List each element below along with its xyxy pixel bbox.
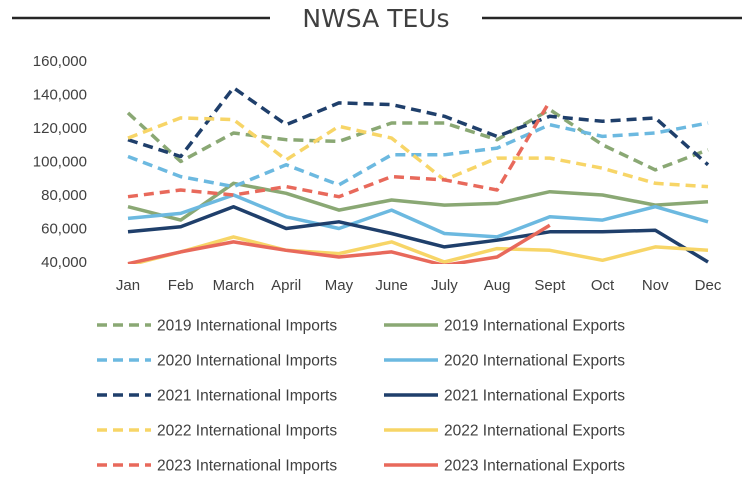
series-group	[126, 86, 710, 264]
series-line-2019-international-exports	[127, 181, 709, 222]
y-axis: 40,000 60,000 80,000 100,000 120,000 140,000 1…	[33, 53, 87, 271]
x-tick-label: May	[325, 277, 354, 294]
x-tick-label: Nov	[642, 277, 669, 294]
legend-label: 2023 International Imports	[157, 458, 337, 475]
chart-title: NWSA TEUs	[302, 4, 449, 33]
series-line-2022-international-exports	[127, 235, 709, 264]
legend-label: 2020 International Exports	[444, 353, 625, 370]
y-tick-label: 60,000	[41, 221, 87, 238]
y-tick-label: 100,000	[33, 154, 87, 171]
legend-label: 2022 International Imports	[157, 423, 337, 440]
legend-label: 2021 International Imports	[157, 388, 337, 405]
legend-label: 2021 International Exports	[444, 388, 625, 405]
x-tick-label: Jan	[116, 277, 140, 294]
x-tick-label: June	[375, 277, 408, 294]
legend-label: 2022 International Exports	[444, 423, 625, 440]
y-tick-label: 160,000	[33, 53, 87, 70]
legend: 2019 International Imports 2019 Internati…	[97, 318, 625, 475]
x-axis: Jan Feb March April May June July Aug Sept Oct Nov…	[116, 277, 722, 294]
y-tick-label: 120,000	[33, 120, 87, 137]
series-line-2023-international-imports	[127, 100, 552, 199]
legend-label: 2019 International Imports	[157, 318, 337, 335]
x-tick-label: Sept	[534, 277, 566, 294]
x-tick-label: Aug	[484, 277, 511, 294]
legend-label: 2019 International Exports	[444, 318, 625, 335]
x-tick-label: Dec	[695, 277, 722, 294]
x-tick-label: Oct	[591, 277, 615, 294]
x-tick-label: April	[271, 277, 301, 294]
y-tick-label: 140,000	[33, 87, 87, 104]
series-line-2021-international-imports	[127, 86, 710, 167]
x-tick-label: March	[213, 277, 255, 294]
series-line-2020-international-imports	[127, 121, 709, 189]
x-tick-label: Feb	[168, 277, 194, 294]
series-line-2021-international-exports	[127, 204, 709, 264]
y-tick-label: 40,000	[41, 254, 87, 271]
legend-label: 2023 International Exports	[444, 458, 625, 475]
y-tick-label: 80,000	[41, 187, 87, 204]
series-line-2023-international-exports	[127, 223, 551, 264]
series-line-2022-international-imports	[127, 116, 709, 189]
plot-area	[126, 86, 710, 264]
x-tick-label: July	[431, 277, 458, 294]
legend-label: 2020 International Imports	[157, 353, 337, 370]
series-line-2019-international-imports	[126, 107, 709, 172]
series-line-2020-international-exports	[127, 193, 709, 239]
